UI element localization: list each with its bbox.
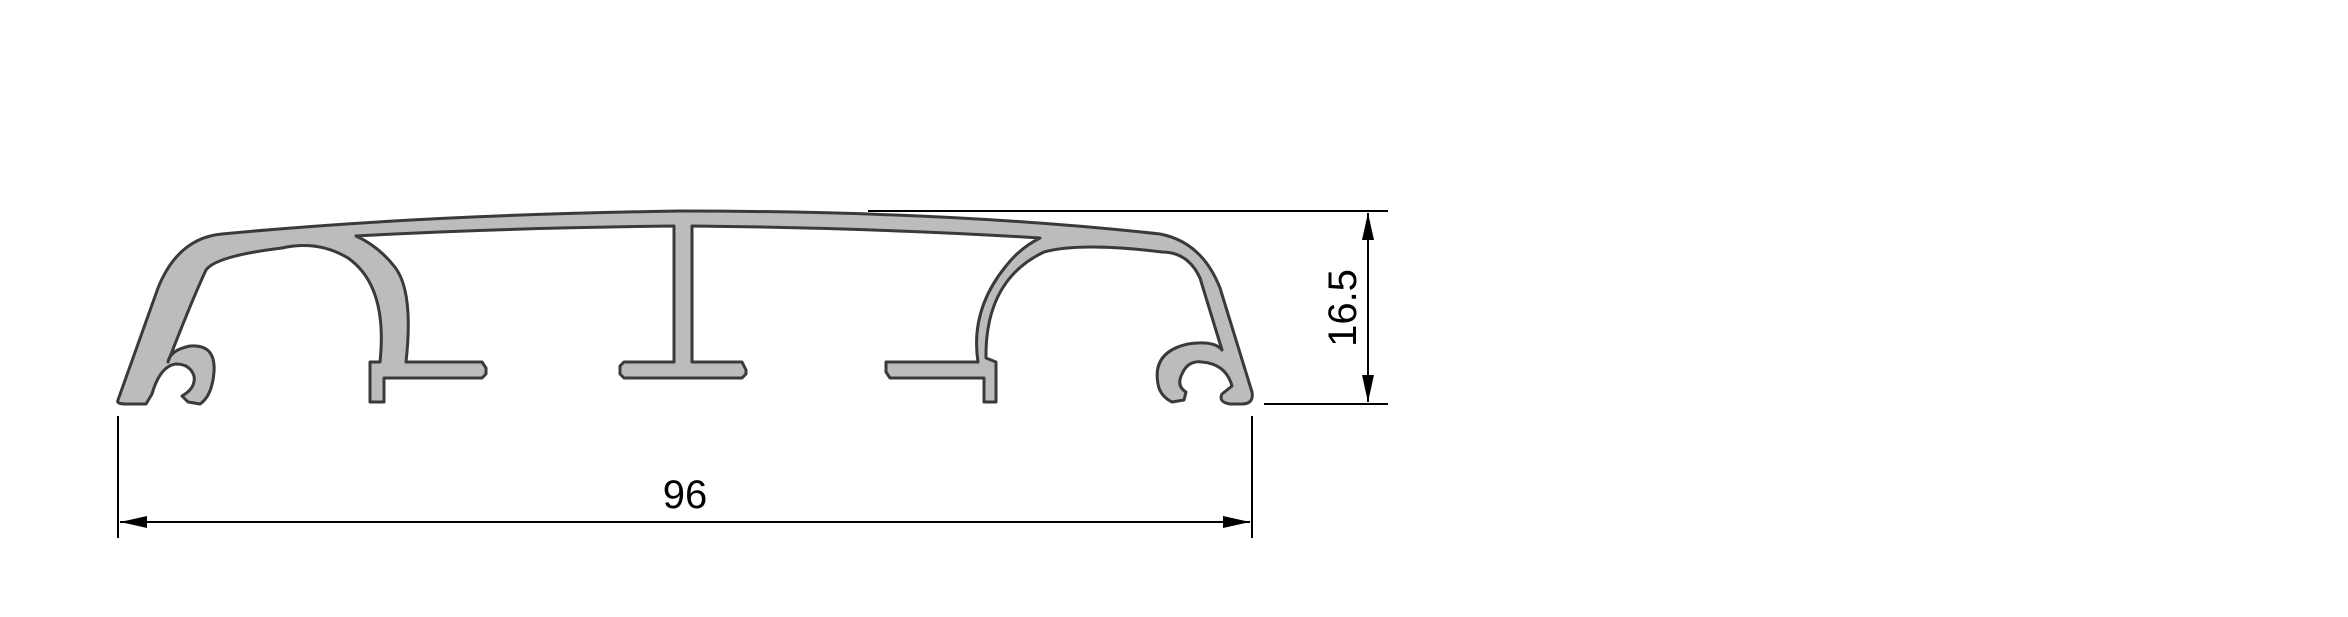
height-dimension: 16.5 [868, 210, 1388, 405]
profile-cross-section [116, 209, 1254, 406]
width-arrow-left [120, 516, 147, 528]
height-arrow-bottom [1362, 375, 1374, 402]
height-dimension-label: 16.5 [1321, 269, 1365, 347]
profile-shape [116, 209, 1254, 406]
width-dimension-label: 96 [663, 473, 708, 517]
height-arrow-top [1362, 213, 1374, 240]
width-arrow-right [1223, 516, 1250, 528]
width-dimension: 96 [117, 416, 1253, 538]
